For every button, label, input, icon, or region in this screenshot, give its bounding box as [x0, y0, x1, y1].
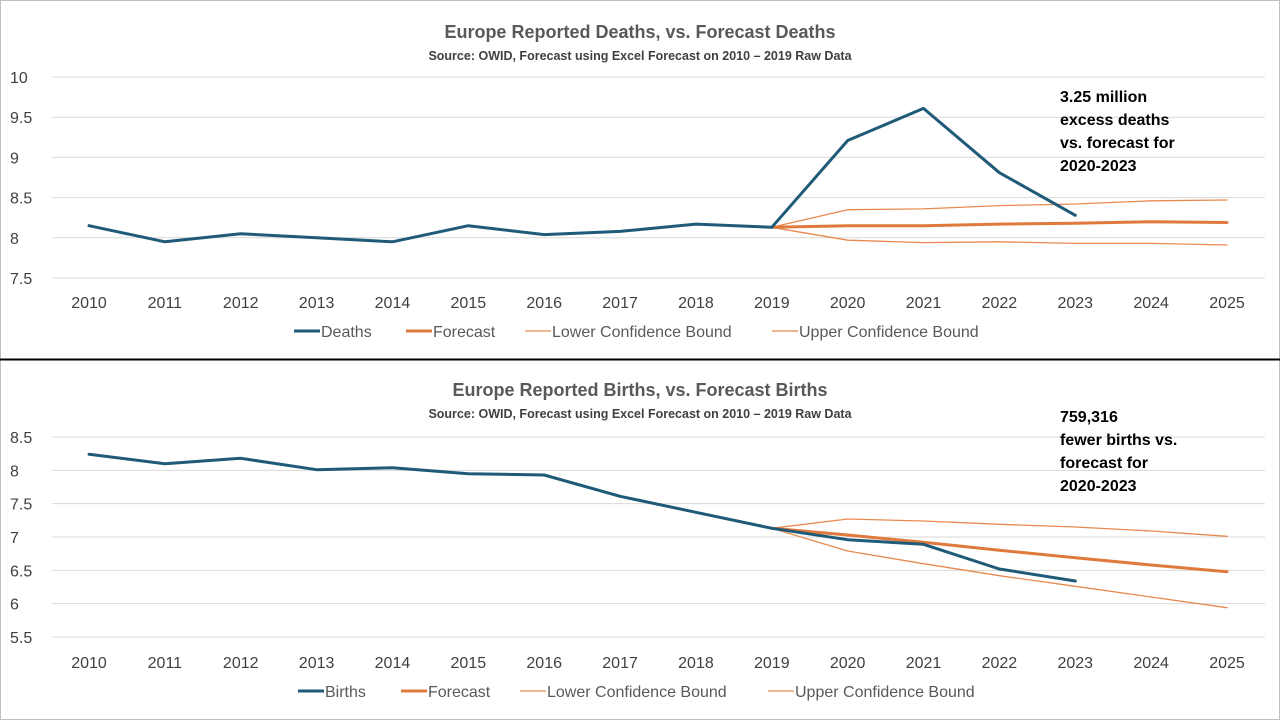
deaths-x-tick-label: 2010 — [71, 295, 107, 312]
births-chart-title: Europe Reported Births, vs. Forecast Bir… — [452, 380, 827, 400]
deaths-legend-label-lower-confidence-bound: Lower Confidence Bound — [552, 324, 732, 341]
deaths-x-tick-label: 2020 — [830, 295, 866, 312]
births-y-tick-label: 6 — [10, 597, 19, 614]
deaths-x-axis: 2010 2011 2012 2013 2014 2015 2016 2017 2018 2019… — [71, 295, 1245, 312]
births-y-tick-label: 6.5 — [10, 563, 32, 580]
births-x-tick-label: 2022 — [982, 655, 1018, 672]
births-x-tick-label: 2014 — [375, 655, 411, 672]
deaths-x-tick-label: 2014 — [375, 295, 411, 312]
births-x-tick-label: 2023 — [1057, 655, 1093, 672]
births-annotation-line-3: forecast for — [1060, 455, 1148, 472]
deaths-series-deaths — [87, 106, 1077, 244]
births-x-tick-label: 2010 — [71, 655, 107, 672]
births-x-tick-label: 2021 — [906, 655, 942, 672]
births-series-births — [87, 452, 1077, 583]
deaths-gridlines — [52, 76, 1265, 279]
births-x-tick-label: 2020 — [830, 655, 866, 672]
deaths-x-tick-label: 2023 — [1057, 295, 1093, 312]
births-chart-subtitle: Source: OWID, Forecast using Excel Forec… — [428, 407, 852, 421]
births-legend-label-births: Births — [325, 684, 366, 701]
deaths-legend-label-forecast: Forecast — [433, 324, 496, 341]
deaths-x-tick-label: 2017 — [602, 295, 638, 312]
deaths-x-tick-label: 2021 — [906, 295, 942, 312]
deaths-y-tick-label: 8.5 — [10, 191, 32, 208]
births-legend: Births Forecast Lower Confidence Bound Uppe… — [298, 684, 975, 701]
births-x-tick-label: 2016 — [526, 655, 562, 672]
deaths-legend-label-deaths: Deaths — [321, 324, 372, 341]
births-x-axis: 2010 2011 2012 2013 2014 2015 2016 2017 2018 2019… — [71, 655, 1245, 672]
deaths-series-lower-confidence-bound — [771, 226, 1228, 246]
births-y-axis: 8.5 8 7.5 7 6.5 6 5.5 — [10, 430, 32, 647]
births-legend-label-upper-confidence-bound: Upper Confidence Bound — [795, 684, 975, 701]
births-y-tick-label: 5.5 — [10, 630, 32, 647]
births-x-tick-label: 2011 — [148, 655, 183, 672]
deaths-y-tick-label: 8 — [10, 231, 19, 248]
deaths-legend-label-upper-confidence-bound: Upper Confidence Bound — [799, 324, 979, 341]
deaths-chart-subtitle: Source: OWID, Forecast using Excel Forec… — [428, 49, 852, 63]
deaths-x-tick-label: 2012 — [223, 295, 259, 312]
deaths-x-tick-label: 2013 — [299, 295, 335, 312]
deaths-x-tick-label: 2018 — [678, 295, 714, 312]
births-x-tick-label: 2019 — [754, 655, 790, 672]
deaths-x-tick-label: 2022 — [982, 295, 1018, 312]
deaths-y-tick-label: 9 — [10, 150, 19, 167]
births-annotation-line-4: 2020-2023 — [1060, 478, 1137, 495]
births-annotation-line-2: fewer births vs. — [1060, 432, 1177, 449]
births-y-tick-label: 7.5 — [10, 497, 32, 514]
deaths-annotation-line-4: 2020-2023 — [1060, 158, 1137, 175]
births-series-upper-confidence-bound — [771, 518, 1228, 537]
deaths-series-upper-confidence-bound — [771, 199, 1228, 228]
deaths-annotation-line-2: excess deaths — [1060, 112, 1170, 129]
births-series-forecast — [770, 526, 1229, 574]
deaths-y-tick-label: 7.5 — [10, 271, 32, 288]
births-gridlines — [52, 436, 1265, 638]
births-x-tick-label: 2025 — [1209, 655, 1245, 672]
deaths-x-tick-label: 2025 — [1209, 295, 1245, 312]
births-x-tick-label: 2013 — [299, 655, 335, 672]
births-x-tick-label: 2015 — [451, 655, 487, 672]
deaths-legend: Deaths Forecast Lower Confidence Bound Uppe… — [294, 324, 979, 341]
births-y-tick-label: 8.5 — [10, 430, 32, 447]
deaths-chart-title: Europe Reported Deaths, vs. Forecast Dea… — [444, 22, 835, 42]
births-chart-panel: Europe Reported Births, vs. Forecast Bir… — [10, 380, 1265, 701]
deaths-x-tick-label: 2015 — [451, 295, 487, 312]
births-x-tick-label: 2012 — [223, 655, 259, 672]
births-annotation-line-1: 759,316 — [1060, 409, 1118, 426]
deaths-x-tick-label: 2011 — [148, 295, 183, 312]
deaths-annotation-line-3: vs. forecast for — [1060, 135, 1175, 152]
deaths-series-lines — [87, 106, 1229, 246]
births-legend-label-lower-confidence-bound: Lower Confidence Bound — [547, 684, 727, 701]
deaths-y-tick-label: 9.5 — [10, 110, 32, 127]
deaths-x-tick-label: 2016 — [526, 295, 562, 312]
births-series-lower-confidence-bound — [771, 527, 1228, 609]
deaths-x-tick-label: 2019 — [754, 295, 790, 312]
births-y-tick-label: 8 — [10, 463, 19, 480]
deaths-series-forecast — [770, 220, 1229, 229]
births-y-tick-label: 7 — [10, 530, 19, 547]
deaths-y-tick-label: 10 — [10, 70, 28, 87]
deaths-annotation-line-1: 3.25 million — [1060, 89, 1147, 106]
deaths-x-tick-label: 2024 — [1133, 295, 1169, 312]
births-x-tick-label: 2024 — [1133, 655, 1169, 672]
births-x-tick-label: 2018 — [678, 655, 714, 672]
deaths-chart-panel: Europe Reported Deaths, vs. Forecast Dea… — [10, 22, 1265, 341]
deaths-y-axis: 10 9.5 9 8.5 8 7.5 — [10, 70, 32, 288]
births-x-tick-label: 2017 — [602, 655, 638, 672]
births-series-lines — [87, 452, 1229, 609]
births-legend-label-forecast: Forecast — [428, 684, 491, 701]
